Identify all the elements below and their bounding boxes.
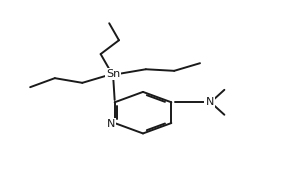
Text: N: N <box>107 119 115 129</box>
Text: N: N <box>206 97 214 107</box>
Text: Sn: Sn <box>106 69 120 79</box>
